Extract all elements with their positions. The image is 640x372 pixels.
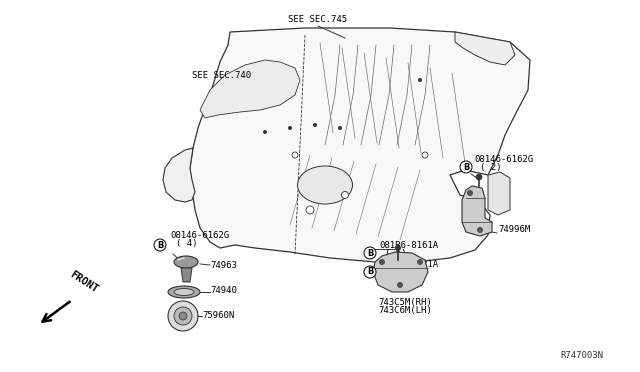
Ellipse shape bbox=[298, 166, 353, 204]
Text: B: B bbox=[463, 163, 469, 171]
Circle shape bbox=[467, 190, 472, 196]
Polygon shape bbox=[373, 252, 428, 292]
Circle shape bbox=[288, 126, 292, 130]
Polygon shape bbox=[163, 148, 195, 202]
Text: 74963: 74963 bbox=[210, 261, 237, 270]
Polygon shape bbox=[488, 172, 510, 215]
Circle shape bbox=[168, 301, 198, 331]
Text: ( 6): ( 6) bbox=[385, 249, 406, 258]
Polygon shape bbox=[190, 28, 530, 262]
Circle shape bbox=[380, 260, 385, 264]
Ellipse shape bbox=[174, 256, 198, 268]
Text: 081A6-6121A: 081A6-6121A bbox=[379, 260, 438, 269]
Circle shape bbox=[477, 228, 483, 232]
Ellipse shape bbox=[168, 286, 200, 298]
Text: 74996M: 74996M bbox=[498, 225, 531, 234]
Polygon shape bbox=[200, 60, 300, 118]
Circle shape bbox=[418, 78, 422, 82]
Text: B: B bbox=[157, 241, 163, 250]
Circle shape bbox=[154, 239, 166, 251]
Circle shape bbox=[313, 123, 317, 127]
Text: R747003N: R747003N bbox=[560, 351, 603, 360]
Circle shape bbox=[395, 245, 401, 251]
Circle shape bbox=[476, 174, 482, 180]
Text: FRONT: FRONT bbox=[68, 270, 100, 295]
Circle shape bbox=[417, 260, 422, 264]
Text: ( 4): ( 4) bbox=[176, 239, 198, 248]
Text: 08146-6162G: 08146-6162G bbox=[474, 155, 533, 164]
Text: 743C5M(RH): 743C5M(RH) bbox=[378, 298, 432, 307]
Polygon shape bbox=[455, 32, 515, 65]
Circle shape bbox=[422, 152, 428, 158]
Text: ( 2): ( 2) bbox=[385, 268, 406, 277]
Ellipse shape bbox=[174, 289, 194, 295]
Text: 75960N: 75960N bbox=[202, 311, 234, 320]
Circle shape bbox=[364, 266, 376, 278]
Circle shape bbox=[306, 206, 314, 214]
Circle shape bbox=[263, 130, 267, 134]
Circle shape bbox=[342, 192, 349, 199]
Text: 74940: 74940 bbox=[210, 286, 237, 295]
Circle shape bbox=[460, 161, 472, 173]
Circle shape bbox=[397, 282, 403, 288]
Circle shape bbox=[338, 126, 342, 130]
Text: ( 2): ( 2) bbox=[480, 163, 502, 172]
Circle shape bbox=[179, 312, 187, 320]
Circle shape bbox=[292, 152, 298, 158]
Text: SEE SEC.740: SEE SEC.740 bbox=[192, 71, 251, 80]
Text: B: B bbox=[367, 267, 373, 276]
Circle shape bbox=[364, 247, 376, 259]
Text: 743C6M(LH): 743C6M(LH) bbox=[378, 306, 432, 315]
Polygon shape bbox=[181, 268, 192, 282]
Polygon shape bbox=[462, 186, 492, 236]
Circle shape bbox=[174, 307, 192, 325]
Text: 081B6-8161A: 081B6-8161A bbox=[379, 241, 438, 250]
Text: SEE SEC.745: SEE SEC.745 bbox=[289, 15, 348, 24]
Text: 08146-6162G: 08146-6162G bbox=[170, 231, 229, 240]
Text: B: B bbox=[367, 248, 373, 257]
